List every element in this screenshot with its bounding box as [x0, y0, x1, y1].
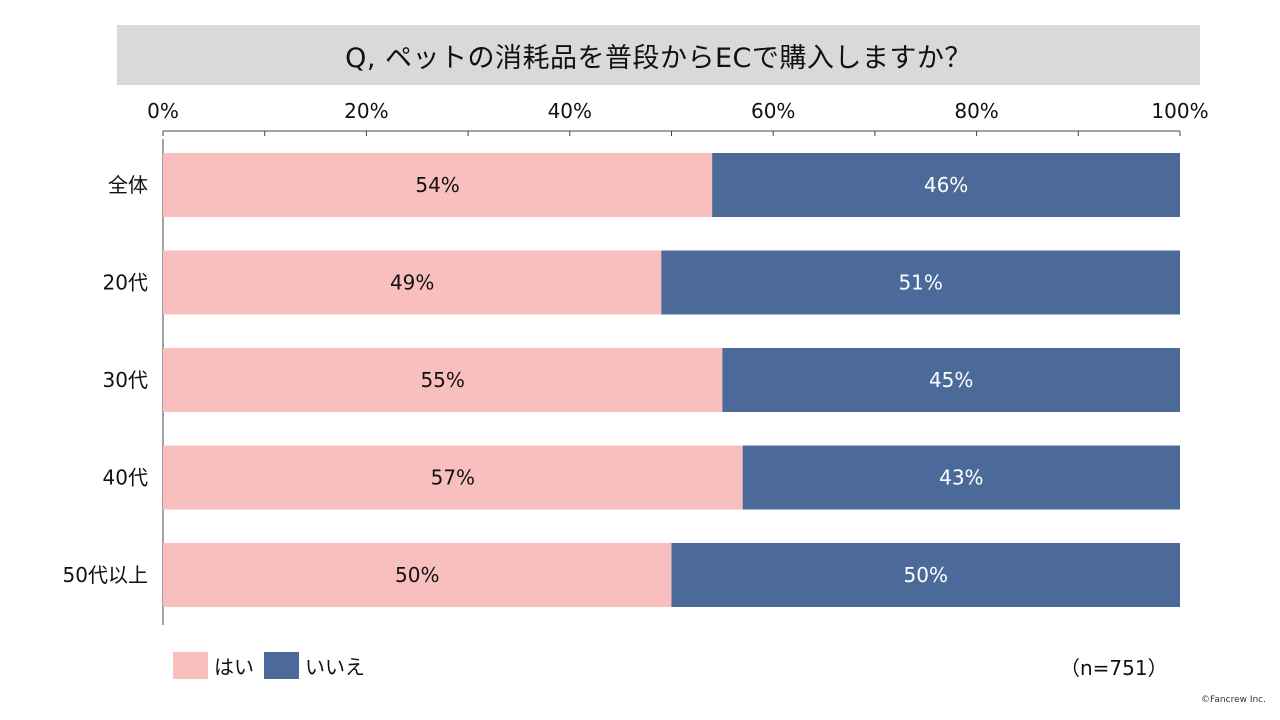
legend-swatch-no [264, 651, 299, 679]
data-label-no: 46% [924, 173, 968, 197]
data-label-no: 51% [898, 271, 942, 295]
category-label: 50代以上 [63, 563, 148, 587]
data-label-yes: 50% [395, 563, 439, 587]
x-tick-label: 40% [548, 99, 592, 123]
x-tick-label: 0% [147, 99, 179, 123]
x-tick-label: 20% [344, 99, 388, 123]
bar-yes [163, 445, 743, 510]
data-label-no: 43% [939, 466, 983, 490]
data-label-yes: 54% [415, 173, 459, 197]
category-label: 40代 [103, 466, 148, 490]
sample-size-note: （n=751） [1060, 656, 1168, 680]
bar-no [712, 153, 1180, 217]
category-label: 20代 [103, 271, 148, 295]
data-label-yes: 49% [390, 271, 434, 295]
bar-yes [163, 250, 662, 315]
category-label: 全体 [108, 173, 148, 197]
bar-no [742, 445, 1180, 510]
bar-no [661, 250, 1180, 315]
legend-label-no: いいえ [305, 654, 365, 679]
copyright-text: ©Fancrew Inc. [1201, 695, 1266, 705]
data-label-no: 50% [904, 563, 948, 587]
legend: はい いいえ [173, 651, 375, 679]
category-label: 30代 [103, 368, 148, 392]
bar-yes [163, 543, 672, 607]
legend-label-yes: はい [214, 654, 254, 679]
x-tick-label: 80% [954, 99, 998, 123]
x-tick-label: 60% [751, 99, 795, 123]
bar-yes [163, 153, 713, 217]
bar-no [671, 543, 1180, 607]
data-label-yes: 55% [420, 368, 464, 392]
data-label-yes: 57% [431, 466, 475, 490]
legend-swatch-yes [173, 651, 208, 679]
legend-item-no: いいえ [264, 651, 365, 680]
legend-item-yes: はい [173, 651, 254, 680]
bar-no [722, 348, 1180, 412]
data-label-no: 45% [929, 368, 973, 392]
chart-title: Q, ペットの消耗品を普段からECで購入しますか？ [117, 25, 1200, 85]
x-tick-label: 100% [1151, 99, 1208, 123]
bar-yes [163, 348, 723, 412]
